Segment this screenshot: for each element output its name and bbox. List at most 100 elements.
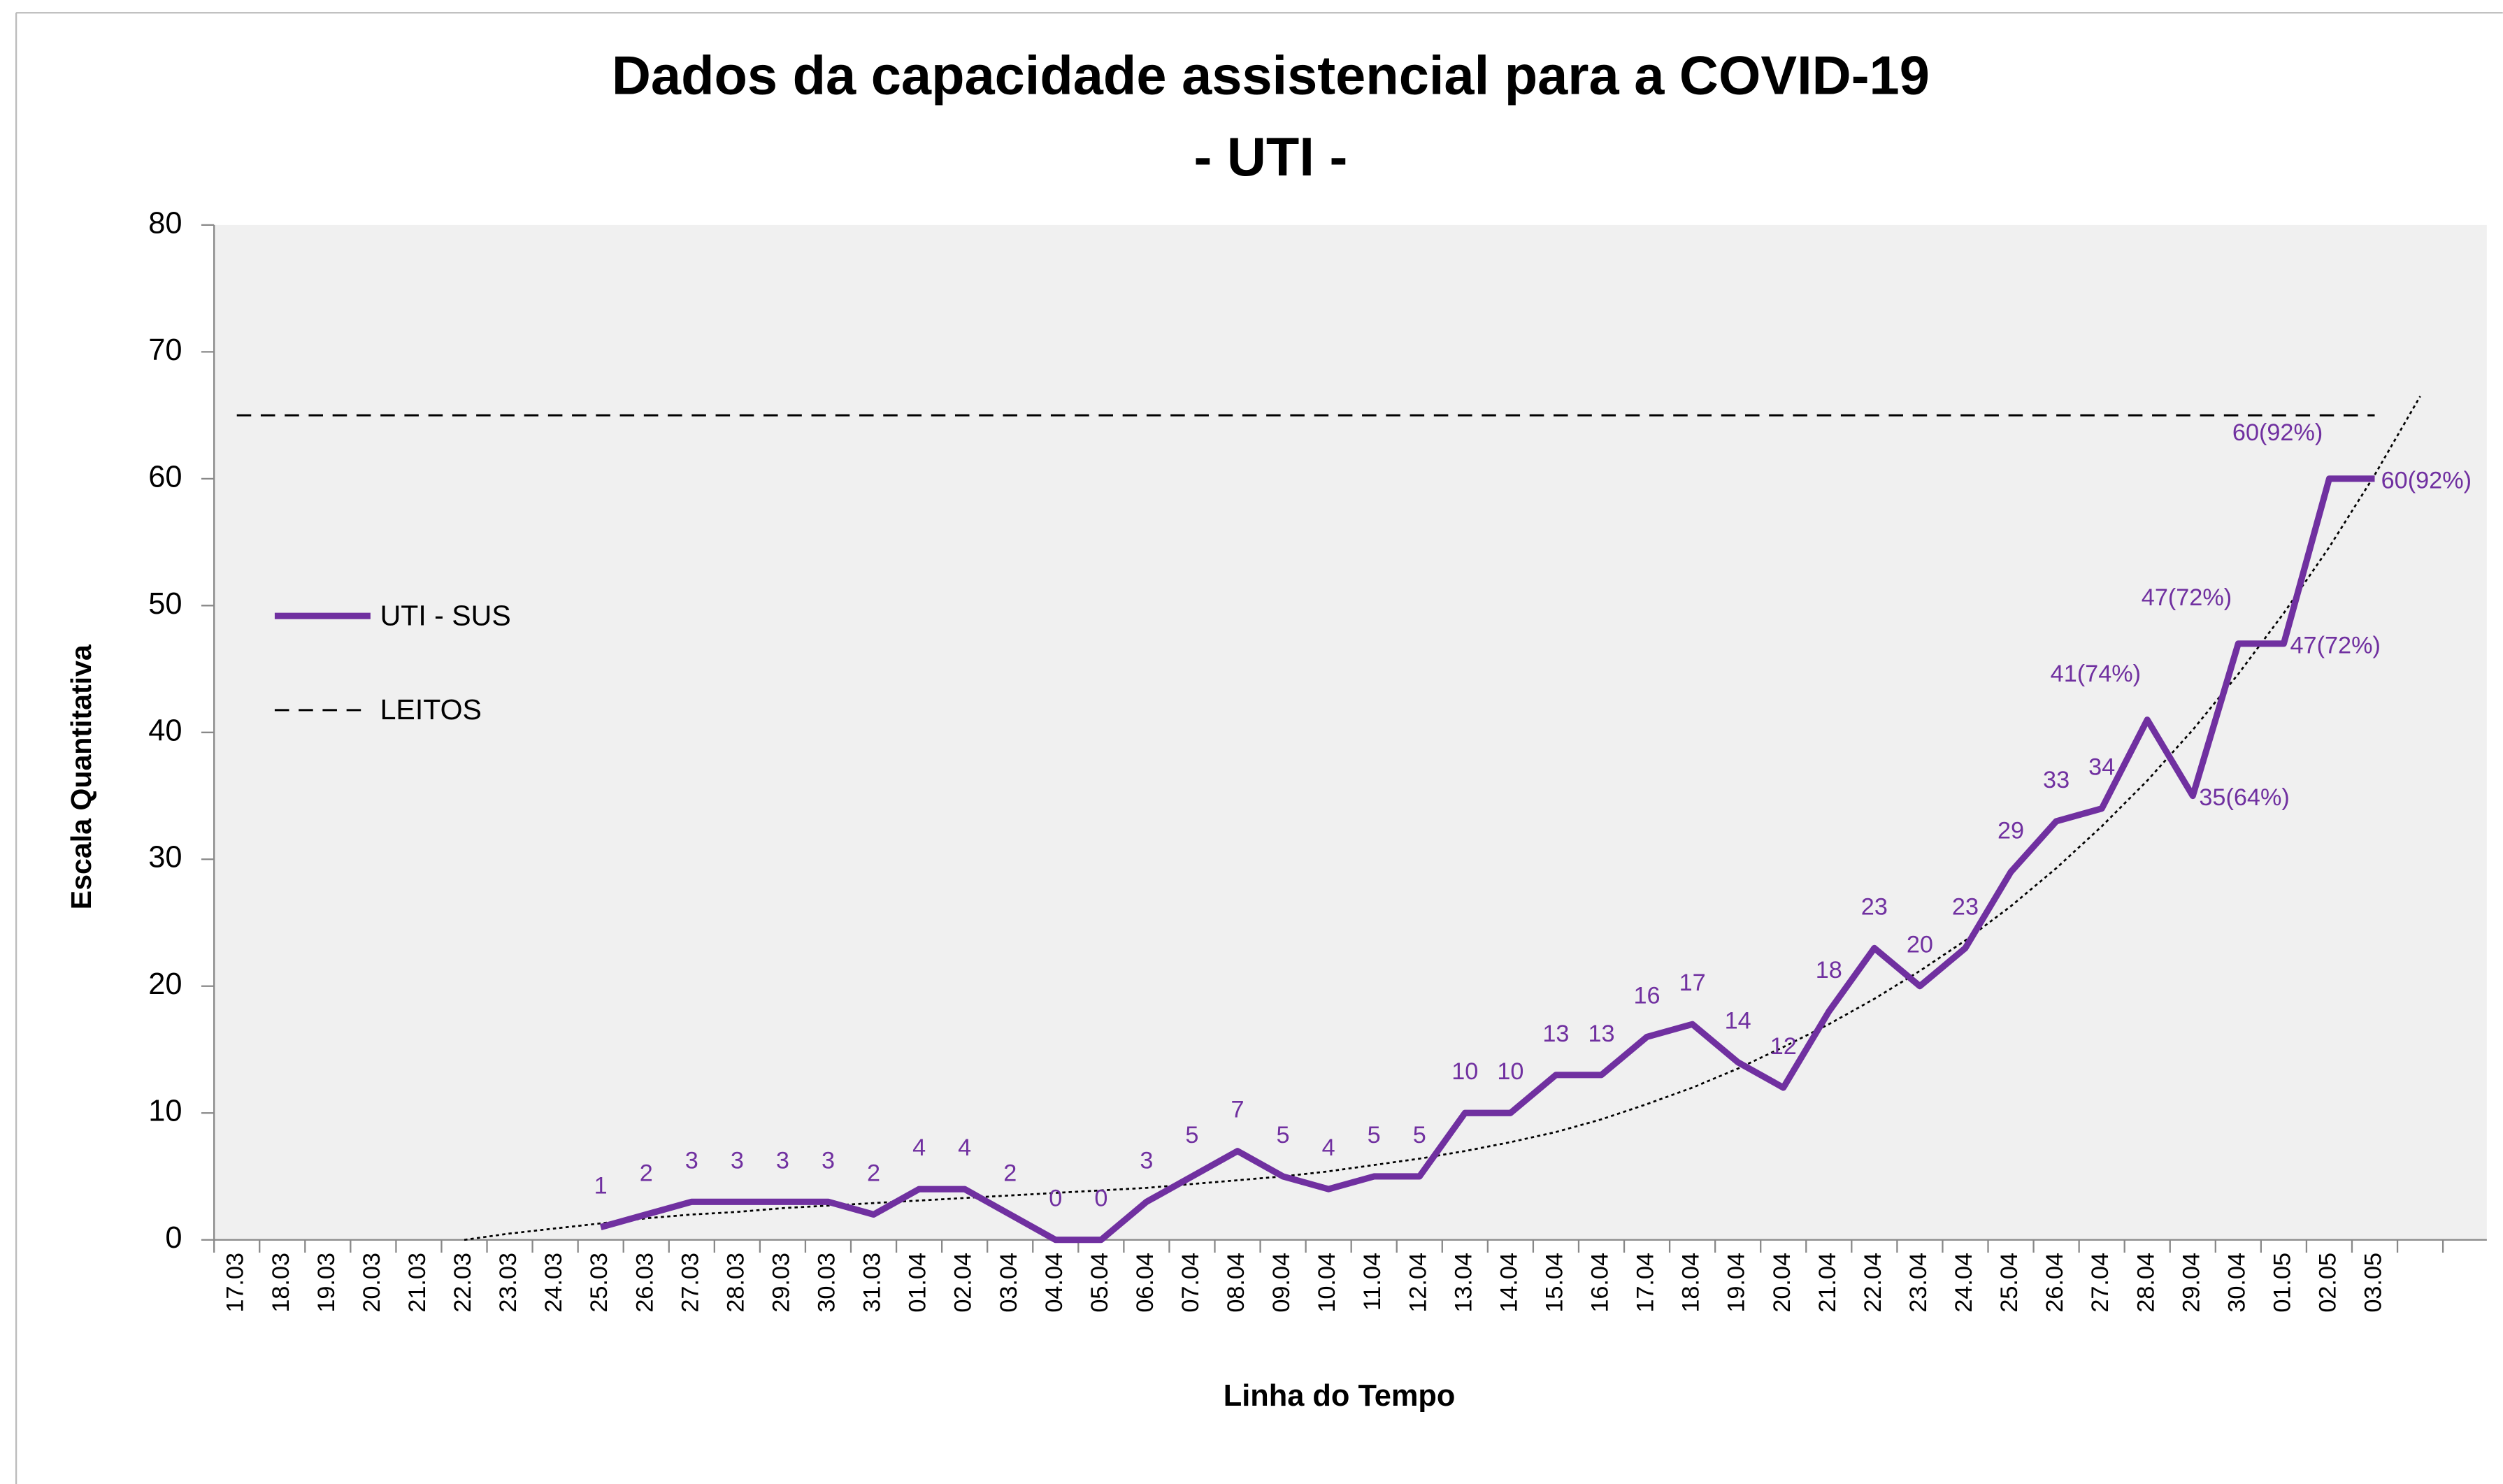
data-label: 13 [1588, 1021, 1614, 1047]
x-tick-label: 19.04 [1723, 1253, 1750, 1313]
data-label: 10 [1451, 1058, 1478, 1085]
x-tick-label: 13.04 [1450, 1253, 1477, 1313]
data-label: 60(92%) [2381, 467, 2472, 494]
y-tick-label: 20 [148, 967, 182, 1001]
y-tick-label: 60 [148, 460, 182, 494]
data-label: 16 [1634, 982, 1661, 1009]
data-label: 29 [1998, 817, 2024, 844]
x-tick-label: 07.04 [1177, 1253, 1204, 1313]
y-axis-label: Escala Quantitativa [65, 644, 97, 909]
plot-area [214, 224, 2487, 1240]
x-tick-label: 02.04 [950, 1253, 977, 1313]
data-label: 23 [1861, 893, 1888, 920]
x-tick-label: 29.03 [768, 1253, 794, 1313]
y-tick-label: 30 [148, 841, 182, 874]
data-label: 13 [1542, 1021, 1569, 1047]
x-tick-label: 29.04 [2178, 1253, 2204, 1313]
data-label: 47(72%) [2290, 632, 2381, 658]
data-label: 5 [1368, 1122, 1381, 1148]
x-tick-label: 06.04 [1132, 1253, 1159, 1313]
x-tick-label: 20.03 [359, 1253, 385, 1313]
x-tick-label: 17.03 [222, 1253, 249, 1313]
data-label: 60(92%) [2232, 419, 2323, 446]
x-tick-label: 24.03 [540, 1253, 567, 1313]
x-tick-label: 28.04 [2132, 1253, 2159, 1313]
x-tick-label: 18.03 [268, 1253, 294, 1313]
x-tick-label: 03.05 [2360, 1253, 2387, 1313]
data-label: 2 [640, 1160, 653, 1186]
data-label: 4 [958, 1134, 971, 1161]
x-tick-label: 16.04 [1587, 1253, 1614, 1313]
data-label: 0 [1094, 1186, 1107, 1212]
y-tick-label: 70 [148, 333, 182, 367]
data-label: 35(64%) [2199, 784, 2289, 811]
data-label: 1 [594, 1173, 608, 1200]
legend-label: UTI - SUS [380, 599, 511, 631]
data-label: 18 [1816, 957, 1842, 984]
data-label: 3 [776, 1147, 789, 1174]
data-label: 3 [1140, 1147, 1153, 1174]
x-tick-label: 30.03 [814, 1253, 840, 1313]
y-tick-label: 40 [148, 714, 182, 747]
x-tick-label: 27.03 [677, 1253, 703, 1313]
x-tick-label: 15.04 [1541, 1253, 1568, 1313]
data-label: 20 [1907, 932, 1933, 958]
trendline [464, 396, 2421, 1241]
series-line [599, 475, 2375, 1244]
x-tick-label: 21.03 [404, 1253, 431, 1313]
x-tick-label: 10.04 [1314, 1253, 1340, 1313]
data-label: 5 [1185, 1122, 1198, 1148]
x-tick-label: 30.04 [2223, 1253, 2250, 1313]
data-label: 23 [1952, 893, 1979, 920]
x-tick-label: 24.04 [1951, 1253, 1977, 1313]
y-tick-label: 80 [148, 206, 182, 240]
y-tick-label: 50 [148, 587, 182, 621]
x-tick-label: 17.04 [1633, 1253, 1659, 1313]
x-tick-label: 22.04 [1860, 1253, 1886, 1313]
data-label: 5 [1413, 1122, 1426, 1148]
data-label: 3 [731, 1147, 744, 1174]
data-label: 41(74%) [2051, 661, 2141, 687]
data-label: 5 [1277, 1122, 1290, 1148]
x-tick-label: 31.03 [859, 1253, 886, 1313]
x-tick-label: 08.04 [1223, 1253, 1249, 1313]
x-tick-label: 05.04 [1086, 1253, 1113, 1313]
data-label: 0 [1049, 1186, 1062, 1212]
data-label: 2 [867, 1160, 880, 1186]
x-tick-label: 20.04 [1769, 1253, 1795, 1313]
x-tick-label: 18.04 [1678, 1253, 1705, 1313]
x-tick-label: 21.04 [1814, 1253, 1841, 1313]
x-tick-label: 12.04 [1405, 1253, 1431, 1313]
x-tick-label: 09.04 [1268, 1253, 1295, 1313]
data-label: 17 [1679, 970, 1706, 996]
x-tick-label: 28.03 [722, 1253, 749, 1313]
data-label: 4 [1322, 1134, 1335, 1161]
data-label: 2 [1003, 1160, 1017, 1186]
data-label: 47(72%) [2142, 584, 2232, 611]
x-tick-label: 01.05 [2269, 1253, 2295, 1313]
data-label: 14 [1725, 1008, 1751, 1035]
x-tick-label: 25.04 [1996, 1253, 2023, 1313]
x-tick-label: 01.04 [905, 1253, 931, 1313]
x-tick-label: 22.03 [450, 1253, 476, 1313]
data-label: 10 [1497, 1058, 1523, 1085]
x-tick-label: 27.04 [2087, 1253, 2114, 1313]
x-tick-label: 11.04 [1359, 1253, 1386, 1311]
data-label: 33 [2043, 767, 2070, 793]
x-tick-label: 25.03 [586, 1253, 612, 1313]
legend-label: LEITOS [380, 693, 482, 726]
x-tick-label: 23.03 [495, 1253, 522, 1313]
x-tick-label: 26.04 [2042, 1253, 2068, 1313]
x-tick-label: 03.04 [996, 1253, 1022, 1313]
data-label: 4 [912, 1134, 926, 1161]
data-label: 12 [1770, 1033, 1797, 1060]
y-tick-label: 10 [148, 1095, 182, 1128]
x-tick-label: 19.03 [313, 1253, 340, 1313]
x-tick-label: 02.05 [2315, 1253, 2341, 1313]
chart-title: Dados da capacidade assistencial para a … [612, 46, 1930, 106]
x-tick-label: 26.03 [631, 1253, 658, 1313]
data-label: 34 [2088, 754, 2115, 781]
chart-subtitle: - UTI - [1193, 127, 1347, 187]
data-label: 7 [1231, 1097, 1245, 1123]
